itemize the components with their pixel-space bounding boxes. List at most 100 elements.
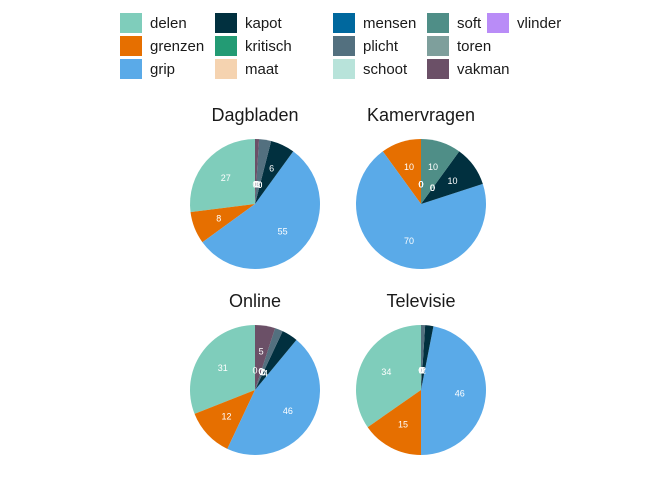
slice-label-delen: 34 — [381, 367, 391, 377]
slice-label-schoot: 0 — [254, 180, 259, 190]
pie-slice-delen — [189, 139, 255, 213]
legend-item-toren: toren — [427, 36, 491, 56]
slice-label-grenzen: 10 — [404, 162, 414, 172]
slice-label-vlinder: 0 — [252, 180, 257, 190]
pie-slice-grenzen — [382, 139, 421, 204]
legend-label: vakman — [457, 60, 510, 78]
slice-label-soft: 0 — [418, 366, 423, 376]
slice-label-soft: 10 — [428, 162, 438, 172]
legend-item-grip: grip — [120, 59, 175, 79]
pie-slice-kapot — [421, 151, 483, 204]
slice-label-delen: 0 — [418, 180, 423, 190]
legend-item-kritisch: kritisch — [215, 36, 292, 56]
slice-label-schoot: 0 — [430, 183, 435, 193]
pie-slice-delen — [190, 325, 255, 414]
slice-label-maat: 0 — [420, 366, 425, 376]
pie-slice-kapot — [255, 331, 297, 390]
legend-label: schoot — [363, 60, 408, 78]
legend-item-schoot: schoot — [333, 59, 407, 79]
pie-slice-grip — [421, 326, 486, 455]
legend-swatch — [120, 36, 142, 56]
pie-slice-vakman — [255, 139, 260, 204]
slice-label-grip: 46 — [283, 406, 293, 416]
legend-label: vlinder — [517, 14, 562, 32]
panel-title: Televisie — [386, 291, 455, 311]
pie-slice-grip — [227, 339, 321, 456]
pie-slice-grenzen — [194, 390, 255, 449]
legend-label: mensen — [363, 14, 417, 32]
legend-label: plicht — [363, 37, 399, 55]
legend-swatch — [427, 36, 449, 56]
slice-label-maat: 0 — [257, 180, 262, 190]
pie-slice-grenzen — [190, 204, 255, 243]
slice-label-kritisch: 0 — [257, 180, 262, 190]
slice-label-kritisch: 0 — [420, 366, 425, 376]
slice-label-grenzen: 15 — [398, 420, 408, 430]
slice-label-vlinder: 0 — [252, 366, 257, 376]
slice-label-plicht: 2 — [260, 367, 265, 377]
pie-slice-plicht — [255, 328, 283, 390]
legend-item-delen: delen — [120, 13, 187, 33]
legend-item-kapot: kapot — [215, 13, 282, 33]
legend-label: grenzen — [150, 37, 205, 55]
slice-label-maat: 0 — [261, 367, 266, 377]
legend-swatch — [333, 59, 355, 79]
slice-label-mensen: 0 — [430, 183, 435, 193]
slice-label-plicht: 1 — [419, 366, 424, 376]
pie-slice-kapot — [421, 325, 434, 390]
slice-label-toren: 0 — [259, 366, 264, 376]
legend-item-grenzen: grenzen — [120, 36, 204, 56]
slice-label-vakman: 0 — [418, 180, 423, 190]
panel-title: Online — [229, 291, 281, 311]
pie-slice-plicht — [421, 325, 426, 390]
slice-label-mensen: 0 — [261, 367, 266, 377]
legend-swatch — [333, 13, 355, 33]
slice-label-toren: 0 — [418, 180, 423, 190]
slice-label-schoot: 0 — [418, 366, 423, 376]
panel-title: Kamervragen — [367, 105, 475, 125]
legend-swatch — [487, 13, 509, 33]
panel-title: Dagbladen — [211, 105, 298, 125]
pie-slice-kapot — [255, 141, 294, 204]
slice-label-grenzen: 12 — [222, 412, 232, 422]
slice-label-mensen: 0 — [257, 180, 262, 190]
legend-swatch — [333, 36, 355, 56]
pie-slice-grip — [355, 151, 486, 269]
slice-label-mensen: 0 — [420, 366, 425, 376]
slice-label-vakman: 5 — [259, 346, 264, 356]
legend-swatch — [215, 36, 237, 56]
slice-label-soft: 0 — [259, 366, 264, 376]
slice-label-soft: 0 — [254, 180, 259, 190]
slice-label-vakman: 1 — [253, 180, 258, 190]
slice-label-schoot: 0 — [259, 366, 264, 376]
legend-label: delen — [150, 14, 187, 32]
legend-label: maat — [245, 60, 279, 78]
slice-label-delen: 27 — [221, 173, 231, 183]
slice-label-kapot: 2 — [421, 366, 426, 376]
slice-label-vlinder: 0 — [418, 366, 423, 376]
legend-item-soft: soft — [427, 13, 481, 33]
legend-item-plicht: plicht — [333, 36, 398, 56]
slice-label-plicht: 3 — [256, 180, 261, 190]
slice-label-kapot: 6 — [269, 164, 274, 174]
pie-slice-plicht — [255, 139, 272, 204]
slice-label-grenzen: 8 — [216, 213, 221, 223]
legend-item-vakman: vakman — [427, 59, 510, 79]
legend-swatch — [120, 13, 142, 33]
slice-label-kapot: 10 — [448, 176, 458, 186]
slice-label-grip: 70 — [404, 236, 414, 246]
legend-label: kapot — [245, 14, 282, 32]
legend-swatch — [427, 59, 449, 79]
legend-label: toren — [457, 37, 492, 55]
legend-label: soft — [457, 14, 482, 32]
pie-slice-vakman — [255, 325, 276, 390]
slice-label-grip: 46 — [455, 389, 465, 399]
slice-label-grip: 55 — [278, 227, 288, 237]
slice-label-vlinder: 0 — [418, 180, 423, 190]
pie-slice-grenzen — [367, 390, 421, 455]
legend-swatch — [120, 59, 142, 79]
slice-label-toren: 0 — [254, 180, 259, 190]
